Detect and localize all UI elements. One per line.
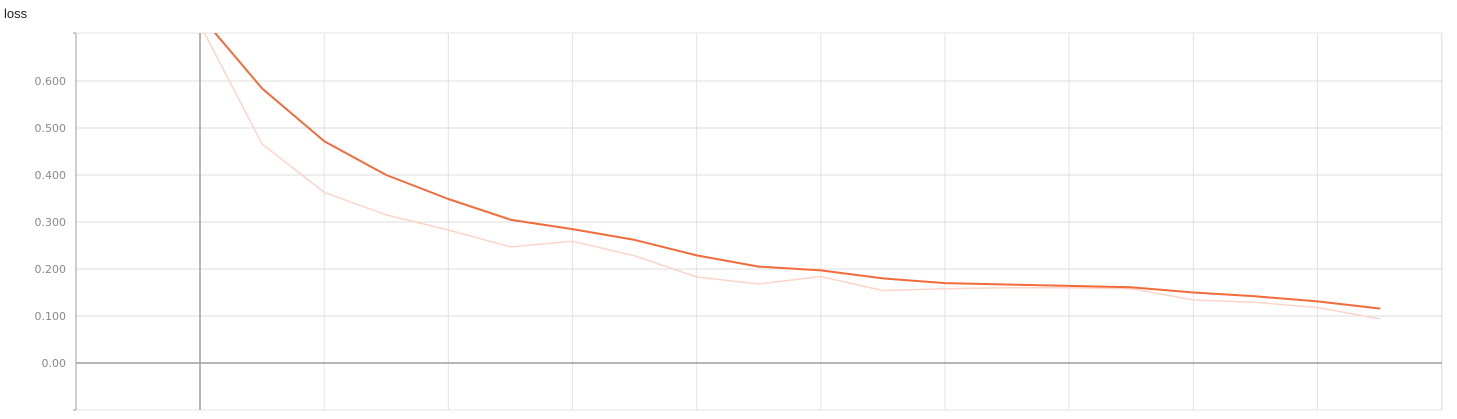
chart-title: loss bbox=[4, 6, 28, 21]
y-tick-label: 0.300 bbox=[35, 216, 67, 229]
horizontal-gridlines bbox=[76, 32, 1443, 411]
series-layer bbox=[203, 33, 1381, 320]
axes bbox=[73, 32, 1442, 411]
y-tick-labels: 0.600 0.500 0.400 0.300 0.200 0.100 0.00 bbox=[35, 75, 67, 370]
series-line-smoothed bbox=[213, 33, 1381, 310]
y-tick-label: 0.600 bbox=[35, 75, 67, 88]
y-tick-label: 0.100 bbox=[35, 310, 67, 323]
y-tick-label: 0.400 bbox=[35, 169, 67, 182]
series-line-raw bbox=[203, 33, 1381, 320]
y-tick-label: 0.200 bbox=[35, 263, 67, 276]
y-tick-label: 0.00 bbox=[42, 357, 67, 370]
y-tick-label: 0.500 bbox=[35, 122, 67, 135]
